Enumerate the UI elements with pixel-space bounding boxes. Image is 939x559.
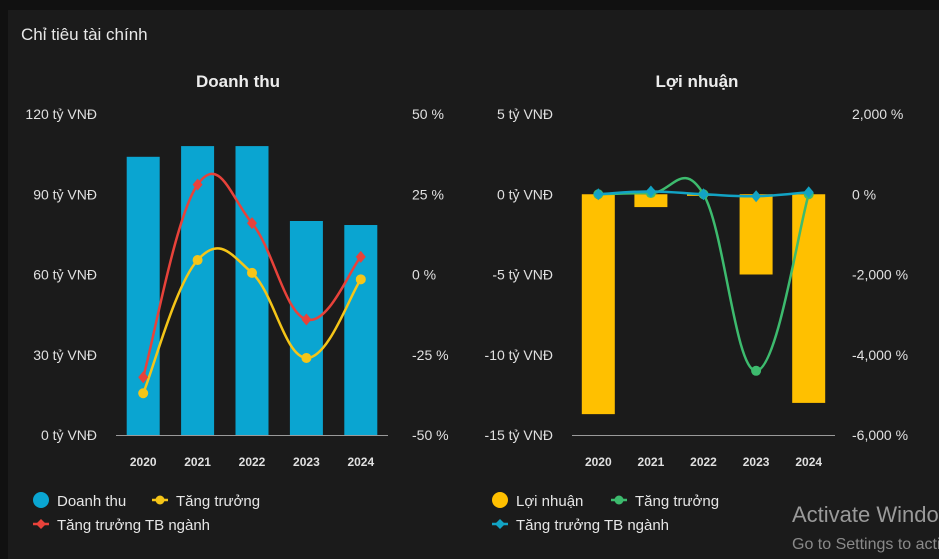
revenue-legend-label: Doanh thu xyxy=(57,493,126,510)
financial-metrics-panel xyxy=(8,10,939,559)
profit-bar[interactable] xyxy=(792,194,826,403)
revenue-left-tick-label: 120 tỷ VNĐ xyxy=(25,106,97,122)
profit-right-tick-label: -2,000 % xyxy=(852,267,908,283)
profit-point-industry-growth[interactable] xyxy=(751,190,762,203)
profit-right-tick-label: -4,000 % xyxy=(852,347,908,363)
revenue-point-growth[interactable] xyxy=(192,255,203,266)
revenue-legend-label: Tăng trưởng TB ngành xyxy=(57,517,210,534)
profit-right-tick-label: 2,000 % xyxy=(852,106,903,122)
revenue-bar[interactable] xyxy=(181,146,215,435)
revenue-x-tick-label: 2020 xyxy=(130,455,157,469)
revenue-x-tick-label: 2023 xyxy=(293,455,320,469)
profit-chart: Lợi nhuận 5 tỷ VNĐ 0 tỷ VNĐ -5 tỷ VNĐ -10 tỷ… xyxy=(485,72,909,534)
revenue-bar[interactable] xyxy=(289,221,323,435)
revenue-point-industry-growth[interactable] xyxy=(138,371,149,384)
profit-x-tick-label: 2024 xyxy=(795,455,822,469)
revenue-x-tick-label: 2022 xyxy=(239,455,266,469)
revenue-point-industry-growth[interactable] xyxy=(301,313,312,326)
revenue-right-tick-label: -50 % xyxy=(412,427,449,443)
revenue-point-growth[interactable] xyxy=(138,388,149,399)
profit-point-industry-growth[interactable] xyxy=(645,185,656,198)
profit-legend-item[interactable]: Tăng trưởng xyxy=(611,493,719,510)
legend-dot-icon xyxy=(614,495,624,505)
profit-legend-label: Tăng trưởng TB ngành xyxy=(516,517,669,534)
revenue-x-tick-label: 2021 xyxy=(184,455,211,469)
revenue-left-tick-label: 90 tỷ VNĐ xyxy=(33,186,97,202)
revenue-point-growth[interactable] xyxy=(301,352,312,363)
legend-diamond-icon xyxy=(495,519,505,529)
revenue-left-tick-label: 30 tỷ VNĐ xyxy=(33,347,97,363)
profit-x-tick-label: 2023 xyxy=(743,455,770,469)
legend-dot-icon xyxy=(155,495,165,505)
watermark-subtitle: Go to Settings to activate Windows. xyxy=(792,536,939,553)
profit-x-tick-label: 2022 xyxy=(690,455,717,469)
revenue-right-tick-label: 0 % xyxy=(412,267,436,283)
profit-bar[interactable] xyxy=(581,194,615,415)
revenue-point-industry-growth[interactable] xyxy=(192,178,203,191)
profit-x-tick-label: 2020 xyxy=(585,455,612,469)
revenue-legend-item[interactable]: Tăng trưởng xyxy=(152,493,260,510)
legend-circle-icon xyxy=(492,492,508,508)
revenue-legend-item[interactable]: Tăng trưởng TB ngành xyxy=(33,517,210,534)
profit-point-industry-growth[interactable] xyxy=(698,188,709,201)
profit-right-tick-label: 0 % xyxy=(852,186,876,202)
legend-circle-icon xyxy=(33,492,49,508)
profit-legend-label: Lợi nhuận xyxy=(516,493,583,510)
revenue-legend-item[interactable]: Doanh thu xyxy=(33,492,126,510)
profit-line-growth xyxy=(598,177,810,373)
revenue-point-growth[interactable] xyxy=(355,274,366,285)
profit-legend-item[interactable]: Lợi nhuận xyxy=(492,492,583,510)
revenue-line-industry-growth xyxy=(141,172,362,378)
profit-x-tick-label: 2021 xyxy=(638,455,665,469)
profit-point-industry-growth[interactable] xyxy=(803,186,814,199)
profit-left-tick-label: 5 tỷ VNĐ xyxy=(497,106,553,122)
profit-chart-title: Lợi nhuận xyxy=(656,72,739,91)
revenue-chart: Doanh thu 120 tỷ VNĐ 90 tỷ VNĐ 60 tỷ VNĐ 30 … xyxy=(25,72,448,534)
profit-left-tick-label: 0 tỷ VNĐ xyxy=(497,186,553,202)
revenue-point-growth[interactable] xyxy=(247,267,257,278)
profit-left-tick-label: -5 tỷ VNĐ xyxy=(492,267,553,283)
revenue-legend-label: Tăng trưởng xyxy=(176,493,260,510)
revenue-point-industry-growth[interactable] xyxy=(247,217,257,230)
panel-title: Chỉ tiêu tài chính xyxy=(21,25,148,44)
profit-point-growth[interactable] xyxy=(751,365,762,376)
profit-legend-label: Tăng trưởng xyxy=(635,493,719,510)
profit-bar[interactable] xyxy=(634,194,668,208)
profit-bar[interactable] xyxy=(739,194,773,275)
revenue-left-tick-label: 60 tỷ VNĐ xyxy=(33,267,97,283)
profit-point-industry-growth[interactable] xyxy=(593,188,604,201)
activate-windows-watermark: Activate Windows Go to Settings to activ… xyxy=(792,502,939,553)
profit-right-tick-label: -6,000 % xyxy=(852,427,908,443)
profit-left-tick-label: -15 tỷ VNĐ xyxy=(485,427,553,443)
profit-legend-item[interactable]: Tăng trưởng TB ngành xyxy=(492,517,669,534)
revenue-x-tick-label: 2024 xyxy=(347,455,374,469)
watermark-title: Activate Windows xyxy=(792,502,939,527)
revenue-right-tick-label: -25 % xyxy=(412,347,449,363)
legend-diamond-icon xyxy=(36,519,46,529)
revenue-right-tick-label: 25 % xyxy=(412,186,444,202)
revenue-chart-title: Doanh thu xyxy=(196,72,280,91)
revenue-point-industry-growth[interactable] xyxy=(355,250,366,263)
revenue-bar[interactable] xyxy=(235,146,269,435)
profit-left-tick-label: -10 tỷ VNĐ xyxy=(485,347,553,363)
revenue-right-tick-label: 50 % xyxy=(412,106,444,122)
revenue-left-tick-label: 0 tỷ VNĐ xyxy=(41,427,97,443)
